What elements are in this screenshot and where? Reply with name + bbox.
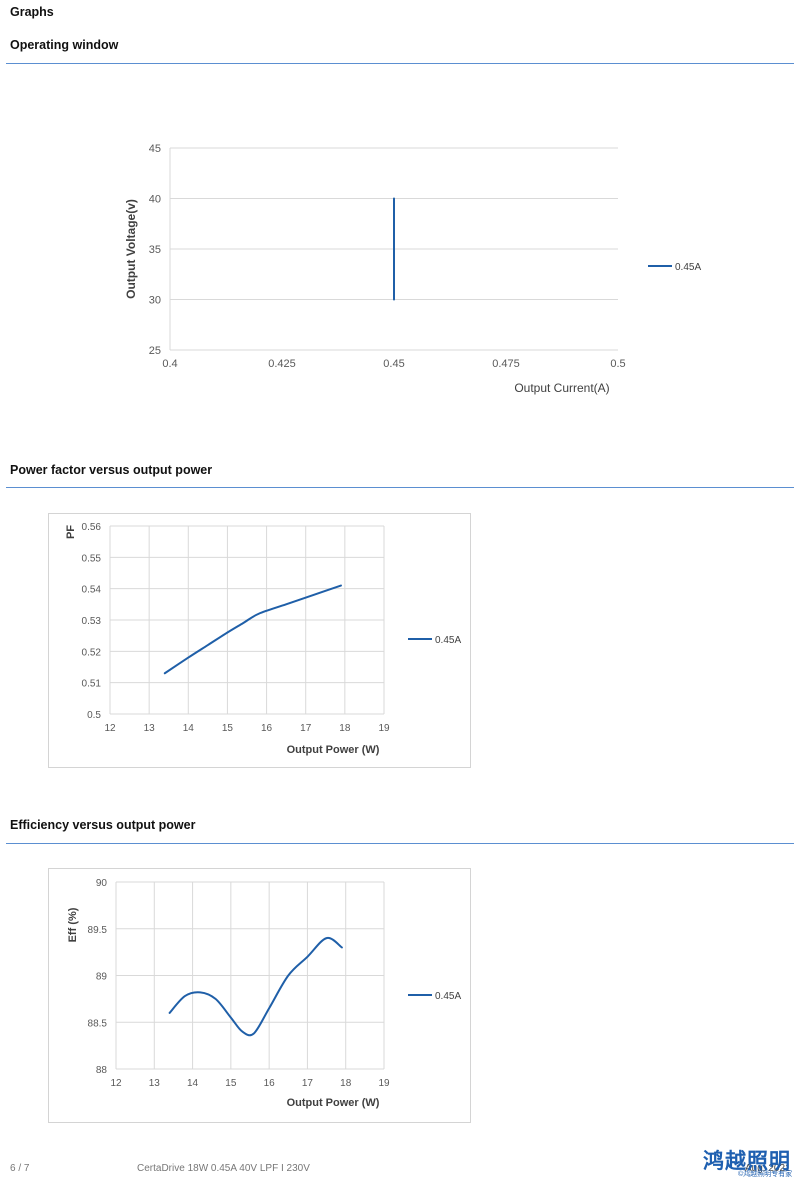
y-tick-label: 89 (96, 972, 108, 983)
x-axis-label: Output Current(A) (514, 381, 609, 395)
x-tick-label: 17 (302, 1078, 314, 1089)
y-tick-label: 0.54 (82, 585, 102, 596)
section-title-power-factor: Power factor versus output power (10, 463, 213, 477)
y-axis-label: PF (65, 525, 77, 539)
power-factor-chart-frame (48, 513, 471, 768)
section-divider (6, 487, 794, 488)
y-tick-label: 40 (149, 194, 161, 206)
y-tick-label: 45 (149, 143, 161, 155)
x-tick-label: 19 (378, 1078, 390, 1089)
x-tick-label: 16 (264, 1078, 276, 1089)
y-tick-label: 30 (149, 295, 161, 307)
x-tick-label: 0.475 (492, 358, 520, 370)
y-tick-label: 0.5 (87, 710, 101, 721)
page-heading: Graphs (10, 5, 54, 19)
y-tick-label: 88.5 (88, 1018, 108, 1029)
section-divider (6, 843, 794, 844)
footer-date: Aug. 2021 (745, 1163, 791, 1174)
y-tick-label: 35 (149, 244, 161, 256)
series-line-0-45a (168, 936, 343, 1037)
x-tick-label: 13 (144, 723, 156, 734)
x-tick-label: 0.4 (162, 358, 177, 370)
x-tick-label: 0.45 (383, 358, 404, 370)
legend-label: 0.45A (435, 635, 461, 646)
x-tick-label: 15 (222, 723, 234, 734)
y-tick-label: 0.51 (82, 679, 102, 690)
section-divider (6, 63, 794, 64)
x-tick-label: 16 (261, 723, 273, 734)
series-line-0-45a (163, 584, 342, 675)
company-logo-subtitle: ©鸿越照明专有家 (738, 1171, 793, 1178)
x-tick-label: 12 (110, 1078, 122, 1089)
footer-page-number: 6 / 7 (10, 1163, 30, 1174)
section-title-operating-window: Operating window (10, 38, 119, 52)
y-tick-label: 25 (149, 345, 161, 357)
legend-label: 0.45A (435, 991, 461, 1002)
x-tick-label: 14 (183, 723, 195, 734)
y-tick-label: 0.53 (82, 616, 102, 627)
company-logo: 鸿越照明 (703, 1149, 791, 1173)
x-tick-label: 19 (378, 723, 390, 734)
y-tick-label: 89.5 (88, 925, 108, 936)
efficiency-chart-frame (48, 868, 471, 1123)
y-tick-label: 88 (96, 1065, 108, 1076)
y-tick-label: 0.52 (82, 647, 102, 658)
x-tick-label: 12 (104, 723, 116, 734)
y-tick-label: 0.56 (82, 522, 102, 533)
x-tick-label: 17 (300, 723, 312, 734)
legend-label: 0.45A (675, 262, 701, 273)
power-factor-chart: 0.5 0.51 0.52 0.53 0.54 0.55 0.56 12 13 14 15 16 17 1… (65, 522, 461, 756)
x-axis-label: Output Power (W) (287, 744, 380, 756)
y-axis-label: Eff (%) (67, 907, 79, 942)
x-tick-label: 18 (340, 1078, 352, 1089)
y-tick-label: 0.55 (82, 553, 102, 564)
x-tick-label: 0.5 (610, 358, 625, 370)
y-axis-label: Output Voltage(v) (124, 199, 138, 299)
x-tick-label: 14 (187, 1078, 199, 1089)
section-title-efficiency: Efficiency versus output power (10, 818, 196, 832)
x-tick-label: 0.425 (268, 358, 296, 370)
x-axis-label: Output Power (W) (287, 1097, 380, 1109)
x-tick-label: 15 (225, 1078, 237, 1089)
efficiency-chart: 88 88.5 89 89.5 90 12 13 14 15 16 17 18 19 Output Pow… (67, 878, 461, 1109)
y-tick-label: 90 (96, 878, 108, 889)
x-tick-label: 18 (339, 723, 351, 734)
footer-product-name: CertaDrive 18W 0.45A 40V LPF I 230V (137, 1163, 310, 1174)
x-tick-label: 13 (149, 1078, 161, 1089)
